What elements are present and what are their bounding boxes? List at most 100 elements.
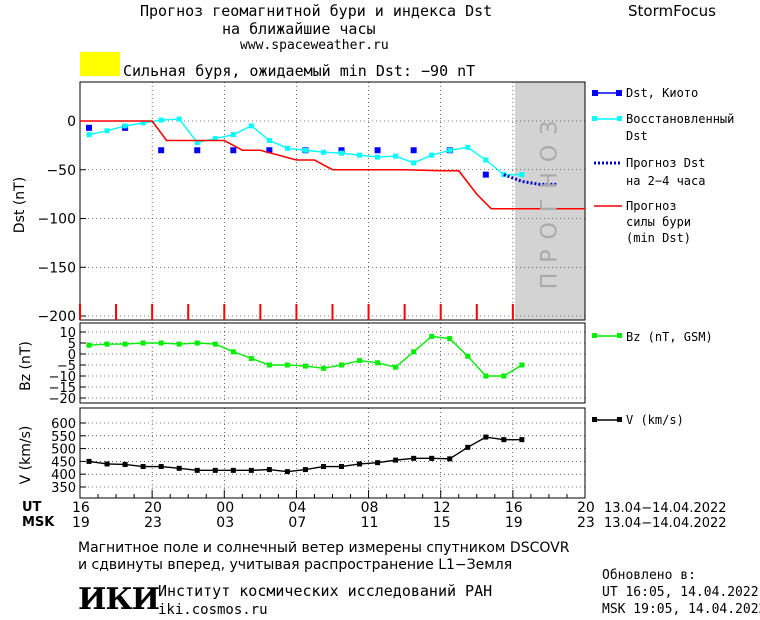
series-point: [393, 457, 399, 463]
dst-kyoto-point: [266, 147, 273, 154]
institute-name: Институт космических исследований РАН: [158, 582, 493, 600]
series-point: [140, 464, 146, 470]
dst-kyoto-point: [86, 124, 93, 131]
series-point: [320, 149, 326, 155]
y-tick-label: 400: [51, 468, 76, 483]
series-point: [302, 467, 308, 473]
ut-range: 13.04−14.04.2022: [604, 501, 727, 516]
y-tick-label: 550: [51, 430, 76, 445]
series-point: [339, 464, 345, 470]
y-tick-label: 5: [68, 337, 76, 352]
y-tick-label: −150: [38, 260, 76, 276]
footer-line1: Магнитное поле и солнечный ветер измерен…: [78, 540, 570, 556]
v-frame: [79, 407, 586, 499]
legend-rec-label-2: Dst: [626, 129, 648, 143]
series-point: [375, 460, 381, 466]
series-point: [194, 139, 200, 145]
series-point: [501, 437, 507, 443]
legend-storm-label-3: (min Dst): [626, 231, 692, 245]
bz-series: [86, 333, 525, 379]
msk-tick-label: 23: [144, 515, 162, 531]
series-point: [230, 467, 236, 473]
legend-storm-label-2: силы бури: [626, 215, 692, 229]
series-point: [429, 152, 435, 158]
dst-kyoto-point: [158, 147, 165, 154]
y-tick-label: −100: [38, 212, 76, 228]
series-point: [284, 469, 290, 475]
msk-range: 13.04−14.04.2022: [604, 516, 727, 531]
legend-dst-square-b: [616, 90, 622, 96]
ut-tick-label: 16: [504, 500, 523, 516]
legend-rec-square-b: [617, 116, 622, 121]
series-point: [465, 144, 471, 150]
dst-frame: [79, 81, 586, 321]
ut-tick-label: 20: [577, 500, 595, 516]
series-point: [483, 434, 489, 440]
bz-grid: [80, 323, 585, 403]
y-tick-label: −50: [46, 163, 76, 179]
series-point: [122, 123, 128, 129]
series-point: [339, 362, 345, 368]
series-point: [465, 353, 471, 359]
brand-name: StormFocus: [628, 2, 716, 20]
footer-line2: и сдвинуты вперед, учитывая распростране…: [78, 557, 513, 573]
series-point: [501, 373, 507, 379]
series-point: [429, 455, 435, 461]
legend-rec-label-1: Восстановленный: [626, 112, 735, 126]
dst-grid: [80, 82, 585, 320]
series-point: [266, 362, 272, 368]
series-point: [176, 465, 182, 471]
series-point: [248, 355, 254, 361]
forecast-band: [515, 82, 585, 320]
series-point: [176, 116, 182, 122]
series-point: [212, 341, 218, 347]
y-tick-label: 10: [59, 326, 76, 341]
legend-fc-label-1: Прогноз Dst: [626, 156, 706, 170]
legend-v-label: V (km/s): [626, 413, 684, 427]
series-point: [158, 340, 164, 346]
y-tick-label: −200: [38, 309, 76, 325]
series-line: [88, 118, 522, 176]
series-point: [302, 147, 308, 153]
ut-tick-label: 16: [72, 500, 90, 516]
dst-kyoto-point: [482, 171, 489, 178]
series-point: [320, 365, 326, 371]
msk-tick-label: 19: [72, 515, 90, 531]
series-point: [266, 138, 272, 143]
forecast-band-label: ПРОГНОЗ: [537, 110, 563, 290]
series-point: [411, 349, 417, 355]
y-tick-label: −10: [49, 370, 76, 385]
series-point: [122, 341, 128, 347]
msk-tick-label: 23: [577, 515, 595, 531]
series-point: [122, 461, 128, 467]
legend-v-square-a: [592, 417, 597, 422]
ut-tick-label: 00: [216, 500, 235, 516]
site-url[interactable]: www.spaceweather.ru: [240, 38, 389, 53]
series-point: [302, 363, 308, 369]
series-point: [429, 333, 435, 339]
series-point: [447, 336, 453, 342]
series-point: [483, 373, 489, 379]
dst-kyoto-point: [338, 147, 345, 154]
storm-forecast-line: [80, 120, 585, 210]
series-point: [339, 150, 345, 156]
series-point: [140, 120, 146, 126]
msk-label: MSK: [22, 515, 55, 530]
x-ticks: [79, 490, 586, 498]
dst-y-label: Dst (nT): [12, 176, 28, 234]
series-point: [140, 340, 146, 346]
series-point: [212, 136, 218, 142]
series-line: [88, 436, 522, 473]
y-tick-label: 600: [51, 417, 76, 432]
series-point: [158, 464, 164, 470]
institute-site[interactable]: iki.cosmos.ru: [158, 602, 268, 618]
dst-panel: 0 −50 −100 −150 −200: [38, 81, 586, 325]
legend-dst-label: Dst, Киото: [626, 86, 699, 100]
series-point: [320, 464, 326, 470]
series-point: [230, 132, 236, 138]
series-line: [88, 335, 523, 377]
